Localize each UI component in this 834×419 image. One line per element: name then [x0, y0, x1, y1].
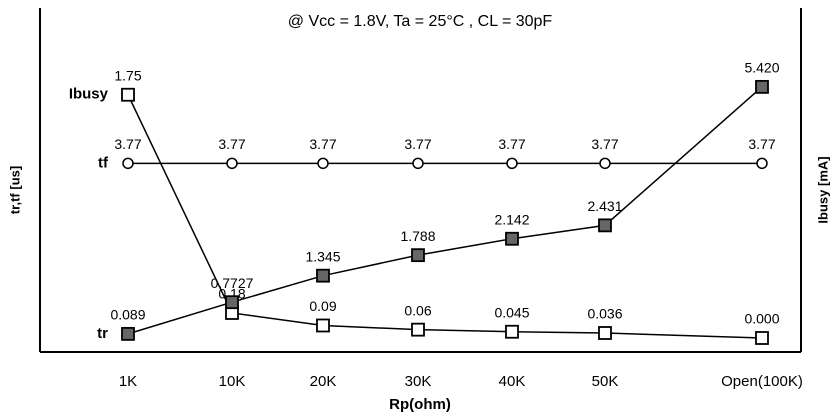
x-tick-label: 30K	[405, 373, 432, 390]
point	[411, 322, 425, 337]
y-axis-label: tr,tf [us]	[7, 166, 22, 214]
x-tick-label: 50K	[592, 373, 619, 390]
data-label: 3.77	[114, 136, 141, 152]
y2-axis-label: Ibusy [mA]	[815, 156, 830, 223]
data-label: 1.788	[400, 228, 435, 244]
data-label: 3.77	[404, 136, 431, 152]
point	[599, 157, 611, 170]
data-label: 5.420	[744, 60, 779, 76]
point	[121, 326, 135, 341]
point	[755, 331, 769, 345]
x-tick-label: 20K	[310, 373, 337, 390]
point	[317, 157, 329, 170]
x-tick-label: 1K	[119, 373, 137, 390]
data-label: 1.75	[114, 67, 141, 83]
chart-title: @ Vcc = 1.8V, Ta = 25°C , CL = 30pF	[288, 13, 553, 30]
data-label: 0.06	[404, 302, 431, 318]
series-name: tf	[98, 154, 109, 171]
x-tick-label: 40K	[499, 373, 526, 390]
point	[225, 295, 239, 310]
point	[316, 318, 330, 333]
x-tick-label: Open(100K)	[721, 373, 803, 390]
x-tick-label: 10K	[219, 373, 246, 390]
data-label: 3.77	[591, 136, 618, 152]
point	[598, 326, 612, 340]
point	[505, 231, 519, 246]
data-label: 0.036	[587, 306, 622, 322]
point	[756, 157, 768, 170]
data-label: 3.77	[498, 136, 525, 152]
data-label: 0.045	[494, 304, 529, 320]
data-label: 3.77	[748, 136, 775, 152]
data-label: 2.431	[587, 198, 622, 214]
point	[505, 324, 519, 339]
series-name: tr	[97, 325, 108, 342]
data-label: 2.142	[494, 211, 529, 227]
point	[122, 157, 134, 170]
data-label: 1.345	[305, 248, 340, 264]
data-label: 0.089	[110, 307, 145, 323]
x-axis-label: Rp(ohm)	[389, 396, 451, 413]
point	[121, 87, 135, 102]
data-label: 3.77	[218, 136, 245, 152]
point	[755, 79, 769, 94]
point	[226, 157, 238, 170]
data-label: 0.09	[309, 298, 336, 314]
series-name: Ibusy	[69, 86, 109, 103]
data-label: 0.000	[744, 311, 779, 327]
point	[598, 218, 612, 233]
data-label: 0.7727	[211, 275, 254, 291]
data-label: 3.77	[309, 136, 336, 152]
point	[506, 157, 518, 170]
point	[412, 157, 424, 170]
point	[316, 268, 330, 283]
point	[411, 248, 425, 263]
